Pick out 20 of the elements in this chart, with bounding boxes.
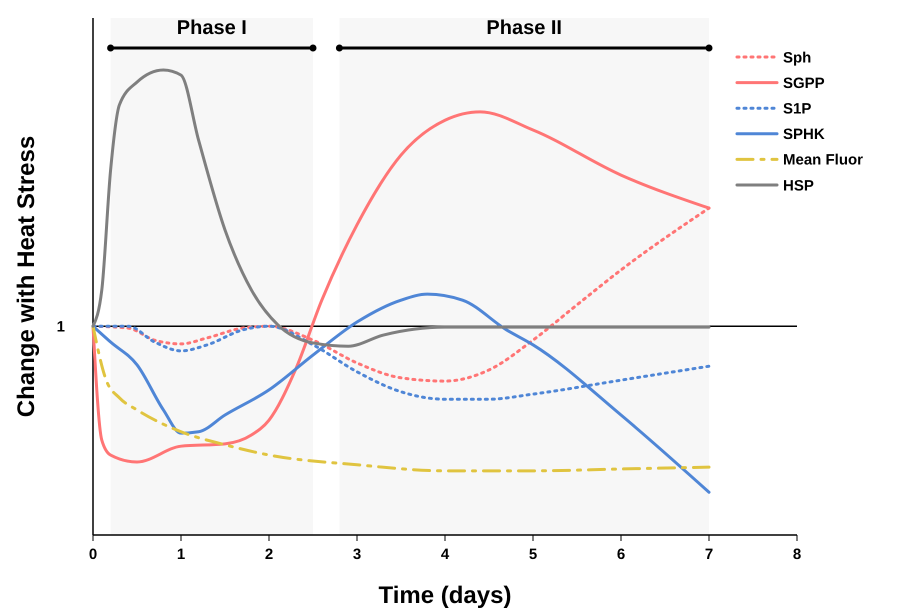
- legend-label: SGPP: [783, 74, 825, 92]
- annotation: 1: [56, 318, 65, 336]
- x-tick-label: 5: [528, 546, 538, 563]
- legend-label: Mean Fluor: [783, 152, 864, 169]
- band-label: Phase I: [176, 17, 247, 39]
- legend-label: HSP: [783, 177, 814, 194]
- x-tick-label: 7: [704, 546, 714, 563]
- legend-label: Sph: [783, 49, 812, 66]
- x-tick-label: 8: [792, 546, 802, 563]
- x-tick-label: 4: [440, 546, 450, 563]
- y-axis-title: Change with Heat Stress: [13, 136, 40, 418]
- band-label: Phase II: [486, 17, 562, 39]
- x-tick-label: 2: [264, 546, 274, 563]
- x-axis-title: Time (days): [378, 582, 512, 609]
- x-tick-label: 1: [176, 546, 186, 563]
- x-tick-label: 3: [352, 546, 362, 563]
- legend-label: S1P: [783, 100, 812, 118]
- legend-label: SPHK: [783, 126, 825, 144]
- x-tick-label: 6: [616, 546, 626, 563]
- x-tick-label: 0: [88, 546, 98, 563]
